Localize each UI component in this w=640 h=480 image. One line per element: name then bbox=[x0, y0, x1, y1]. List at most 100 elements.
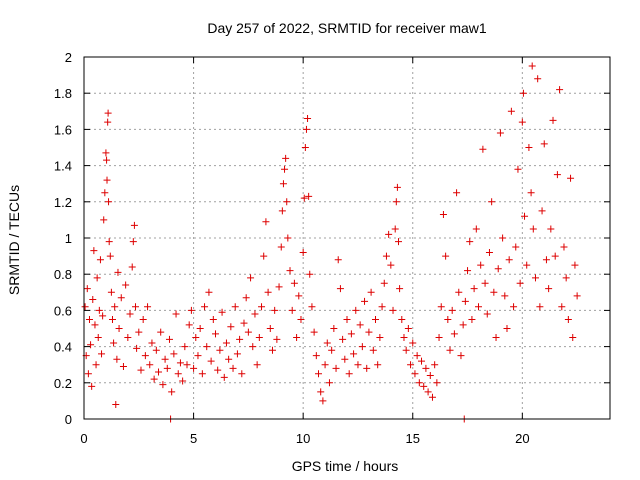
data-point bbox=[556, 86, 564, 94]
x-tick-label: 10 bbox=[296, 431, 310, 446]
data-point bbox=[325, 379, 333, 387]
data-point bbox=[209, 315, 217, 323]
data-point bbox=[315, 370, 323, 378]
data-point bbox=[157, 328, 165, 336]
data-point bbox=[365, 328, 373, 336]
data-point bbox=[236, 335, 244, 343]
data-point bbox=[297, 315, 305, 323]
data-point bbox=[225, 355, 233, 363]
y-tick-label: 1.4 bbox=[54, 159, 72, 174]
data-point bbox=[251, 310, 259, 318]
data-point bbox=[310, 328, 318, 336]
data-point bbox=[126, 310, 134, 318]
data-point bbox=[549, 116, 557, 124]
data-point bbox=[547, 225, 555, 233]
data-point bbox=[391, 225, 399, 233]
data-point bbox=[536, 303, 544, 311]
data-point bbox=[81, 303, 89, 311]
data-point bbox=[545, 285, 553, 293]
data-point bbox=[111, 303, 119, 311]
data-point bbox=[477, 261, 485, 269]
data-point bbox=[139, 315, 147, 323]
data-point bbox=[455, 288, 463, 296]
data-point bbox=[84, 370, 92, 378]
data-point bbox=[264, 288, 272, 296]
data-point bbox=[98, 350, 106, 358]
data-point bbox=[258, 303, 266, 311]
data-point bbox=[129, 238, 137, 246]
data-point bbox=[488, 198, 496, 206]
data-point bbox=[564, 315, 572, 323]
data-point bbox=[148, 339, 156, 347]
data-point bbox=[485, 248, 493, 256]
data-point bbox=[192, 334, 200, 342]
data-point bbox=[288, 306, 296, 314]
data-point bbox=[494, 265, 502, 273]
data-point bbox=[152, 346, 160, 354]
data-point bbox=[433, 379, 441, 387]
data-point bbox=[507, 107, 515, 115]
data-point bbox=[363, 364, 371, 372]
data-point bbox=[395, 238, 403, 246]
data-point bbox=[253, 361, 261, 369]
data-point bbox=[336, 285, 344, 293]
data-point bbox=[144, 303, 152, 311]
data-point bbox=[492, 334, 500, 342]
data-point bbox=[229, 364, 237, 372]
data-point bbox=[99, 312, 107, 320]
data-point bbox=[132, 303, 140, 311]
data-point bbox=[168, 388, 176, 396]
data-point bbox=[382, 252, 390, 260]
data-point bbox=[529, 225, 537, 233]
data-point bbox=[393, 183, 401, 191]
data-point bbox=[242, 294, 250, 302]
data-point bbox=[400, 334, 408, 342]
data-point bbox=[380, 279, 388, 287]
data-point bbox=[198, 370, 206, 378]
data-point bbox=[117, 294, 125, 302]
data-point bbox=[479, 145, 487, 153]
data-point bbox=[100, 216, 108, 224]
data-point bbox=[105, 198, 113, 206]
data-point bbox=[409, 339, 417, 347]
data-point bbox=[328, 346, 336, 354]
data-point bbox=[514, 165, 522, 173]
data-point bbox=[319, 397, 327, 405]
data-point bbox=[446, 346, 454, 354]
data-point bbox=[330, 325, 338, 332]
data-point bbox=[227, 323, 235, 331]
data-point bbox=[214, 366, 222, 374]
data-point bbox=[367, 288, 375, 296]
data-point bbox=[155, 368, 163, 376]
data-point bbox=[459, 321, 467, 329]
data-point bbox=[87, 341, 95, 349]
data-point bbox=[93, 274, 101, 282]
data-point bbox=[174, 370, 182, 378]
data-point bbox=[528, 62, 536, 70]
data-point bbox=[290, 279, 298, 287]
data-point bbox=[128, 263, 136, 271]
data-point bbox=[150, 375, 158, 383]
data-point bbox=[392, 198, 400, 206]
data-point bbox=[222, 339, 230, 347]
y-tick-label: 0.2 bbox=[54, 376, 72, 391]
data-point bbox=[176, 359, 184, 367]
data-point bbox=[203, 343, 211, 351]
data-point bbox=[358, 343, 366, 351]
data-point bbox=[420, 382, 428, 390]
x-tick-label: 0 bbox=[80, 431, 87, 446]
data-point bbox=[244, 328, 252, 336]
data-point bbox=[378, 303, 386, 311]
data-point bbox=[255, 334, 263, 342]
data-point bbox=[396, 285, 404, 293]
data-point bbox=[356, 321, 364, 329]
data-point bbox=[266, 325, 274, 332]
data-point bbox=[233, 350, 241, 358]
data-point bbox=[534, 75, 542, 83]
data-point bbox=[179, 377, 187, 385]
data-point bbox=[299, 248, 307, 256]
data-point bbox=[516, 279, 524, 287]
data-point bbox=[201, 303, 209, 311]
data-point bbox=[90, 247, 98, 255]
